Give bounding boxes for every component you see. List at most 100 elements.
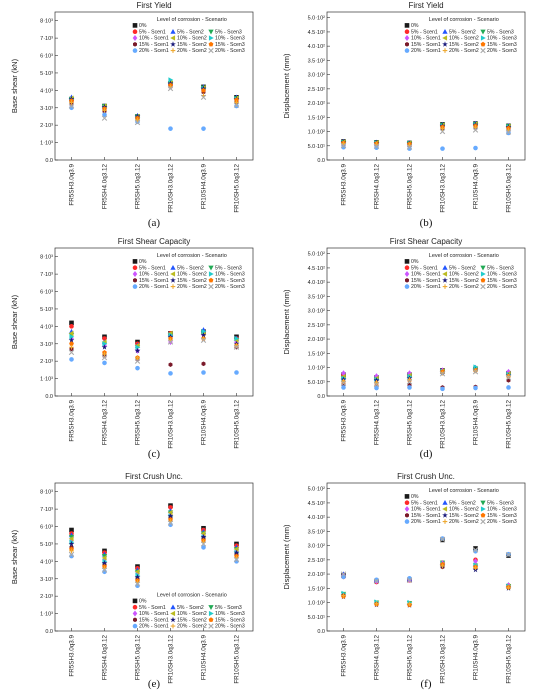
legend-marker bbox=[404, 271, 410, 277]
y-tick-label: 7·10³ bbox=[40, 507, 53, 513]
y-tick-label: 4.0·10² bbox=[308, 515, 326, 521]
data-point bbox=[134, 347, 141, 354]
legend-entry: 20% - Scen1 bbox=[411, 284, 441, 290]
legend-entry: 5% - Scen3 bbox=[487, 500, 514, 506]
x-tick-label: FR10SH4.0q3.9 bbox=[473, 635, 480, 681]
x-tick-label: FR5SH4.0q3.12 bbox=[374, 400, 381, 446]
legend-entry: 10% - Scen2 bbox=[449, 507, 479, 513]
x-tick-label: FR10SH3.0q3.12 bbox=[440, 164, 447, 213]
legend-title: Level of corrosion - Scenario bbox=[157, 593, 227, 599]
legend-marker bbox=[208, 265, 214, 271]
y-tick-label: 1.5·10² bbox=[308, 351, 326, 357]
plot-area-frame bbox=[54, 11, 254, 161]
data-point bbox=[68, 103, 75, 109]
y-tick-label: 3·10³ bbox=[40, 342, 53, 348]
legend-marker bbox=[404, 29, 410, 34]
legend-entry: 20% - Scen2 bbox=[177, 284, 207, 290]
y-axis-label: Base shear (kN) bbox=[10, 529, 19, 584]
data-point bbox=[505, 374, 512, 381]
y-tick-label: 4·10³ bbox=[40, 324, 53, 330]
legend-marker bbox=[480, 506, 486, 512]
legend-entry: 10% - Scen1 bbox=[411, 36, 441, 42]
legend-marker bbox=[480, 47, 486, 54]
y-tick-label: 5.0·10¹ bbox=[308, 615, 326, 621]
data-point bbox=[69, 357, 74, 362]
data-point bbox=[373, 381, 380, 388]
legend-marker bbox=[405, 278, 409, 283]
legend-marker bbox=[170, 604, 176, 610]
y-tick-label: 6·10³ bbox=[40, 290, 53, 296]
legend-title: Level of corrosion - Scenario bbox=[429, 253, 499, 259]
x-tick-label: FR10SH4.0q3.9 bbox=[473, 164, 480, 210]
legend-marker bbox=[208, 277, 214, 283]
chart-panel-4: First Shear Capacity 0.0 5.0·10¹ 1.0·10² 1.5… bbox=[282, 237, 526, 460]
legend-marker bbox=[442, 284, 448, 289]
legend-entry: 20% - Scen2 bbox=[177, 48, 207, 54]
data-point bbox=[200, 332, 207, 338]
legend-marker bbox=[208, 610, 214, 617]
x-tick-label: FR5SH3.0q3.9 bbox=[69, 164, 76, 206]
data-point bbox=[472, 127, 479, 133]
y-tick-label: 2.5·10² bbox=[308, 323, 326, 329]
legend-marker bbox=[480, 265, 486, 271]
data-point bbox=[102, 112, 107, 118]
legend-marker bbox=[442, 519, 448, 524]
data-points bbox=[340, 536, 512, 608]
y-tick-label: 6·10³ bbox=[40, 525, 53, 531]
data-point bbox=[473, 549, 478, 554]
data-point bbox=[101, 355, 108, 361]
data-point bbox=[200, 530, 206, 537]
data-point bbox=[68, 540, 75, 547]
data-point bbox=[473, 558, 478, 565]
legend-entry: 15% - Scen1 bbox=[139, 278, 169, 284]
legend-marker bbox=[404, 494, 410, 499]
plot-area-frame bbox=[326, 11, 526, 161]
legend-entry: 20% - Scen1 bbox=[139, 624, 169, 630]
legend-entry: 5% - Scen1 bbox=[411, 29, 438, 35]
data-point bbox=[102, 336, 107, 341]
data-point bbox=[440, 536, 445, 541]
legend-entry: 10% - Scen1 bbox=[411, 272, 441, 278]
y-tick-label: 4.0·10² bbox=[308, 280, 326, 286]
y-tick-label: 2·10³ bbox=[40, 123, 53, 129]
legend-entry: 0% bbox=[411, 23, 419, 29]
legend-entry: 20% - Scen1 bbox=[411, 519, 441, 525]
data-point bbox=[102, 351, 107, 357]
legend-entry: 10% - Scen1 bbox=[139, 272, 169, 278]
legend-marker bbox=[132, 29, 138, 34]
legend-entry: 15% - Scen3 bbox=[487, 42, 517, 48]
legend-marker bbox=[132, 48, 138, 53]
data-point bbox=[168, 126, 173, 131]
y-tick-label: 1·10³ bbox=[40, 141, 53, 147]
legend-marker bbox=[208, 29, 214, 35]
legend-entry: 10% - Scen1 bbox=[139, 611, 169, 617]
data-point bbox=[406, 144, 413, 150]
legend-marker bbox=[132, 35, 138, 41]
data-point bbox=[473, 124, 478, 130]
data-point bbox=[68, 349, 75, 356]
data-point bbox=[101, 115, 108, 121]
y-tick-label: 3.0·10² bbox=[308, 73, 326, 79]
legend-marker bbox=[132, 623, 138, 629]
legend-marker bbox=[480, 271, 486, 277]
data-point bbox=[168, 505, 173, 510]
x-tick-label: FR5SH5.0q3.12 bbox=[407, 400, 414, 446]
data-point bbox=[506, 368, 511, 375]
data-point bbox=[201, 370, 206, 375]
legend-marker bbox=[132, 271, 138, 277]
legend-entry: 20% - Scen3 bbox=[215, 48, 245, 54]
legend-entry: 0% bbox=[139, 23, 147, 29]
legend-entry: 10% - Scen1 bbox=[139, 36, 169, 42]
x-tick-label: FR10SH3.0q3.12 bbox=[440, 635, 447, 684]
legend-marker bbox=[170, 28, 176, 34]
data-point bbox=[374, 145, 379, 151]
y-tick-label: 0.0 bbox=[45, 394, 53, 400]
legend-entry: 20% - Scen2 bbox=[449, 48, 479, 54]
legend-entry: 10% - Scen3 bbox=[215, 272, 245, 278]
legend-marker bbox=[480, 41, 486, 47]
legend-marker bbox=[208, 617, 214, 622]
data-point bbox=[201, 361, 206, 367]
legend-marker bbox=[442, 271, 448, 277]
